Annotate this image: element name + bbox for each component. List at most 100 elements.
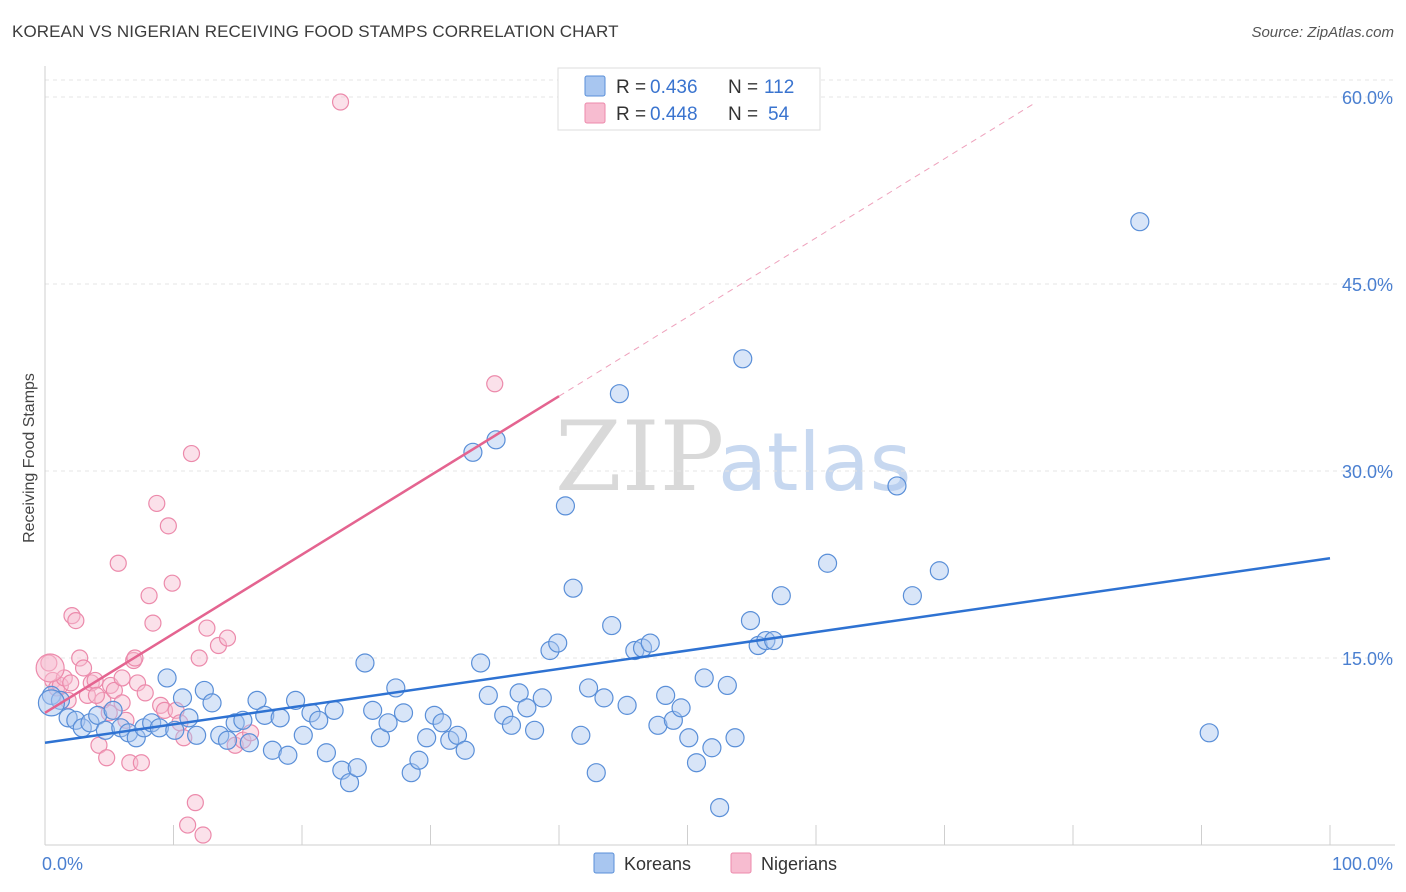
korean-point — [202, 693, 222, 713]
korean-point — [548, 633, 568, 653]
nigerian-point — [179, 816, 197, 834]
korean-point — [270, 708, 290, 728]
y-tick-label: 15.0% — [1342, 649, 1393, 669]
legend-korean-n-label: N = — [728, 77, 758, 98]
y-tick-label: 30.0% — [1342, 462, 1393, 482]
korean-point — [625, 640, 645, 661]
nigerian-point — [98, 749, 116, 767]
series-legend: Koreans Nigerians — [593, 852, 837, 874]
chart-title: KOREAN VS NIGERIAN RECEIVING FOOD STAMPS… — [12, 22, 619, 41]
korean-point — [58, 708, 78, 728]
korean-point — [501, 715, 522, 735]
korean-point — [594, 688, 614, 708]
korean-point — [262, 740, 283, 760]
korean-point — [316, 743, 337, 763]
y-axis-label: Receiving Food Stamps — [21, 373, 38, 543]
korean-point — [363, 700, 383, 720]
korean-point — [540, 640, 560, 661]
nigerian-point — [71, 649, 89, 667]
korean-point — [578, 678, 599, 698]
y-tick-label: 45.0% — [1342, 275, 1393, 295]
korean-point — [432, 713, 452, 733]
korean-point — [694, 668, 714, 688]
nigerian-point — [136, 684, 154, 702]
nigerian-point — [105, 681, 123, 700]
axes — [44, 66, 1395, 846]
korean-point — [355, 653, 375, 673]
legend-nigerian-r-label: R = — [616, 104, 646, 125]
nigerian-point — [163, 574, 181, 592]
korean-point — [555, 496, 576, 516]
korean-point — [80, 713, 100, 733]
watermark-zip: ZIP — [555, 401, 724, 513]
korean-points — [37, 212, 1219, 818]
korean-point — [586, 763, 606, 783]
korean-point — [455, 740, 475, 760]
y-tick-label: 60.0% — [1342, 88, 1393, 108]
legend-korean-r-label: R = — [616, 77, 646, 98]
korean-point — [478, 685, 498, 706]
gridlines — [45, 79, 1395, 659]
korean-point — [702, 738, 722, 758]
nigerian-point — [109, 554, 127, 572]
korean-point — [524, 720, 545, 740]
korean-point — [571, 725, 591, 745]
nigerian-point — [113, 669, 131, 687]
korean-point — [88, 705, 108, 725]
trendlines — [44, 395, 1331, 745]
korean-point — [103, 700, 123, 720]
korean-point — [929, 561, 949, 581]
korean-point — [532, 688, 552, 708]
korean-point — [609, 384, 629, 404]
korean-point — [771, 586, 791, 606]
nigerian-point — [132, 754, 150, 772]
nigerian-point — [140, 587, 158, 605]
korean-point — [393, 703, 414, 723]
korean-point — [494, 705, 514, 725]
y-tick-labels: 15.0% 30.0% 45.0% 60.0% — [1342, 88, 1393, 669]
legend-nigerian-swatch — [584, 102, 606, 124]
korean-point — [679, 728, 699, 748]
legend-nigerian-n-value: 54 — [768, 104, 790, 125]
watermark-atlas: atlas — [718, 416, 911, 509]
korean-point — [239, 733, 259, 753]
korean-point — [517, 698, 537, 718]
nigerian-point — [62, 674, 80, 692]
legend-nigerian-r-value: 0.448 — [650, 104, 698, 125]
korean-point — [417, 728, 437, 748]
korean-point — [66, 710, 86, 730]
korean-point — [370, 728, 390, 748]
nigerian-point — [194, 826, 212, 844]
korean-point — [447, 725, 468, 745]
korean-point — [902, 586, 922, 606]
nigerian-point — [87, 686, 106, 705]
korean-point — [378, 713, 398, 733]
korean-point — [247, 690, 267, 710]
korean-point — [671, 698, 691, 718]
bottom-legend-nigerian-swatch — [730, 852, 752, 874]
korean-point — [686, 753, 707, 773]
nigerian-point — [182, 444, 201, 463]
nigerian-point — [35, 653, 65, 683]
korean-point — [725, 728, 745, 748]
korean-point — [157, 668, 177, 688]
korean-point — [424, 705, 444, 725]
x-tick-labels: 0.0% 100.0% — [42, 854, 1393, 874]
nigerian-point — [144, 614, 162, 632]
nigerian-point — [486, 375, 504, 393]
x-tick-label-min: 0.0% — [42, 854, 83, 874]
source-label: Source: ZipAtlas.com — [1251, 24, 1394, 41]
trend-extension — [558, 102, 1035, 397]
korean-point — [887, 476, 907, 496]
nigerian-trend-extension — [558, 102, 1035, 397]
korean-point — [37, 689, 66, 717]
korean-point — [278, 745, 298, 765]
korean-point — [1199, 723, 1219, 743]
korean-point — [617, 695, 637, 715]
korean-point — [733, 349, 753, 369]
korean-point — [509, 683, 529, 703]
nigerian-trendline — [44, 395, 560, 714]
stats-legend: R = 0.436 N = 112 R = 0.448 N = 54 — [557, 67, 821, 131]
bottom-legend-nigerian-label: Nigerians — [761, 854, 837, 874]
